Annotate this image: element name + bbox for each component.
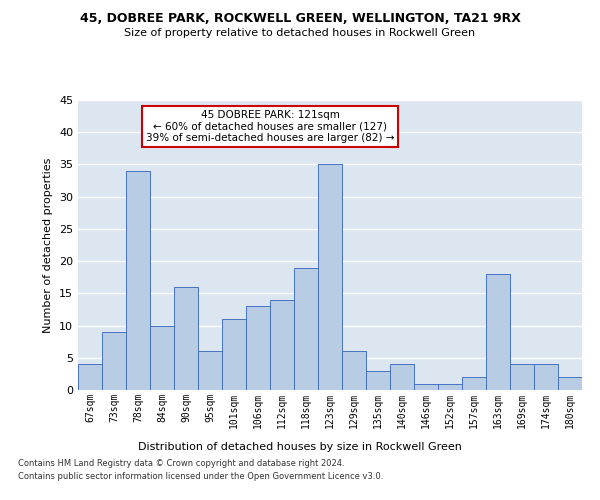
Bar [510,364,534,390]
Bar [222,319,246,390]
Bar [558,377,582,390]
Text: 45 DOBREE PARK: 121sqm
← 60% of detached houses are smaller (127)
39% of semi-de: 45 DOBREE PARK: 121sqm ← 60% of detached… [146,110,394,143]
Bar [174,287,198,390]
Bar [390,364,414,390]
Bar [294,268,318,390]
Text: Contains public sector information licensed under the Open Government Licence v3: Contains public sector information licen… [18,472,383,481]
Bar [438,384,462,390]
Text: Contains HM Land Registry data © Crown copyright and database right 2024.: Contains HM Land Registry data © Crown c… [18,458,344,468]
Text: Size of property relative to detached houses in Rockwell Green: Size of property relative to detached ho… [124,28,476,38]
Bar [318,164,342,390]
Bar [198,352,222,390]
Bar [486,274,510,390]
Bar [246,306,270,390]
Bar [102,332,126,390]
Text: 45, DOBREE PARK, ROCKWELL GREEN, WELLINGTON, TA21 9RX: 45, DOBREE PARK, ROCKWELL GREEN, WELLING… [80,12,520,26]
Bar [342,352,366,390]
Y-axis label: Number of detached properties: Number of detached properties [43,158,53,332]
Bar [150,326,174,390]
Bar [414,384,438,390]
Bar [270,300,294,390]
Bar [126,171,150,390]
Bar [462,377,486,390]
Bar [366,370,390,390]
Bar [78,364,102,390]
Bar [534,364,558,390]
Text: Distribution of detached houses by size in Rockwell Green: Distribution of detached houses by size … [138,442,462,452]
